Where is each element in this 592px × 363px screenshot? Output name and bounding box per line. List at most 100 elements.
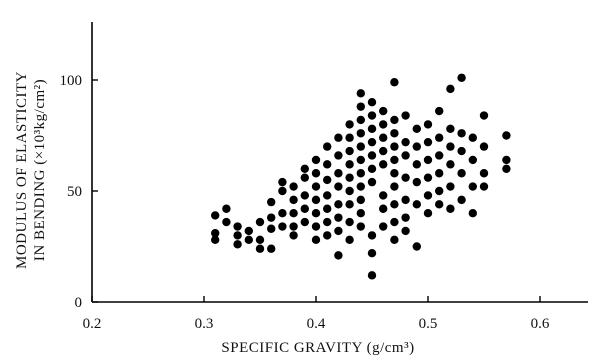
data-point [356,169,365,178]
data-point [323,204,332,213]
data-point [311,235,321,245]
data-point [390,217,399,227]
data-point [468,133,477,142]
data-point [390,129,399,138]
data-point [244,226,253,236]
data-point [289,231,298,240]
data-point [446,142,455,151]
data-point [278,209,287,218]
data-point [311,155,321,165]
data-point [278,186,287,196]
data-point [356,142,365,151]
data-point [289,222,298,231]
data-point [468,155,477,165]
data-point [412,142,421,151]
data-point [356,89,365,98]
data-point [423,173,433,182]
data-point [401,111,410,120]
data-point [300,217,309,227]
data-point [244,235,253,245]
data-point [334,151,343,160]
data-point [367,271,377,280]
data-point [356,155,365,165]
data-point [323,231,332,240]
data-point [267,213,276,222]
data-point [356,115,365,125]
data-point [222,204,231,213]
data-point [412,160,421,169]
data-point [446,84,455,94]
data-point [479,142,489,151]
data-point [334,169,343,178]
data-point [345,160,354,169]
y-tick-label: 100 [60,73,83,89]
data-point [412,200,421,209]
data-point [267,197,276,207]
axes [91,22,588,303]
data-point [468,182,477,191]
data-point [401,173,410,182]
data-point [323,217,332,227]
data-point [412,124,421,134]
data-point [379,146,388,156]
data-point [423,155,433,165]
y-tick-label: 0 [75,295,83,311]
data-point [435,106,444,116]
data-point [401,195,410,205]
data-point [390,182,399,191]
data-point [479,111,489,120]
data-point [334,200,343,209]
data-point [300,204,309,213]
data-point [379,133,388,142]
data-point [390,115,399,125]
data-point [367,231,377,240]
data-point [323,191,332,200]
data-point [502,164,511,173]
data-points [211,73,511,280]
data-point [423,191,433,200]
data-point [435,200,444,209]
data-point [233,222,242,231]
data-point [412,177,421,187]
data-point [379,204,388,213]
data-point [379,191,388,200]
data-point [300,164,309,173]
data-point [345,200,354,209]
data-point [356,129,365,138]
data-point [379,120,388,129]
data-point [390,235,399,245]
data-point [446,204,455,213]
data-point [345,235,354,245]
data-point [390,155,399,165]
data-point [300,173,309,182]
data-point [435,169,444,178]
data-point [289,182,298,191]
data-point [367,98,377,107]
data-point [367,164,377,173]
data-point [390,142,399,151]
data-point [412,242,421,251]
data-point [502,155,511,165]
data-point [367,151,377,160]
data-point [311,222,321,231]
data-point [479,169,489,178]
data-point [401,213,410,222]
data-point [457,129,466,138]
data-point [300,191,309,200]
data-point [345,120,354,129]
data-point [446,182,455,191]
data-point [356,222,365,231]
data-point [334,226,343,236]
data-point [255,235,265,245]
data-point [401,151,410,160]
data-point [345,146,354,156]
data-point [390,169,399,178]
data-point [356,182,365,191]
data-point [278,222,287,231]
data-point [334,213,343,222]
data-point [233,240,242,249]
x-tick-label: 0.5 [419,316,438,332]
ticks: 0.2 0.3 0.4 0.5 0.6 0 50 100 [60,73,550,332]
y-tick-label: 50 [67,184,82,200]
data-point [334,133,343,142]
